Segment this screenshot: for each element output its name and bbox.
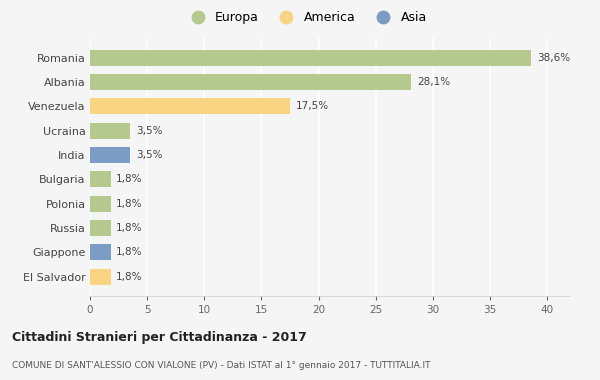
- Text: 17,5%: 17,5%: [296, 101, 329, 111]
- Bar: [90, 147, 130, 163]
- Bar: [90, 123, 130, 139]
- Text: 28,1%: 28,1%: [417, 77, 450, 87]
- Bar: [90, 220, 110, 236]
- Text: 1,8%: 1,8%: [116, 223, 143, 233]
- Text: 3,5%: 3,5%: [136, 126, 162, 136]
- Bar: [90, 196, 110, 212]
- Bar: [90, 50, 531, 66]
- Text: 1,8%: 1,8%: [116, 247, 143, 257]
- Text: 38,6%: 38,6%: [537, 53, 570, 63]
- Legend: Europa, America, Asia: Europa, America, Asia: [182, 9, 430, 27]
- Text: 1,8%: 1,8%: [116, 199, 143, 209]
- Bar: [90, 171, 110, 187]
- Bar: [90, 98, 290, 114]
- Bar: [90, 74, 411, 90]
- Text: 1,8%: 1,8%: [116, 272, 143, 282]
- Text: Cittadini Stranieri per Cittadinanza - 2017: Cittadini Stranieri per Cittadinanza - 2…: [12, 331, 307, 344]
- Bar: [90, 244, 110, 260]
- Text: 1,8%: 1,8%: [116, 174, 143, 184]
- Text: COMUNE DI SANT'ALESSIO CON VIALONE (PV) - Dati ISTAT al 1° gennaio 2017 - TUTTIT: COMUNE DI SANT'ALESSIO CON VIALONE (PV) …: [12, 361, 431, 370]
- Text: 3,5%: 3,5%: [136, 150, 162, 160]
- Bar: [90, 269, 110, 285]
